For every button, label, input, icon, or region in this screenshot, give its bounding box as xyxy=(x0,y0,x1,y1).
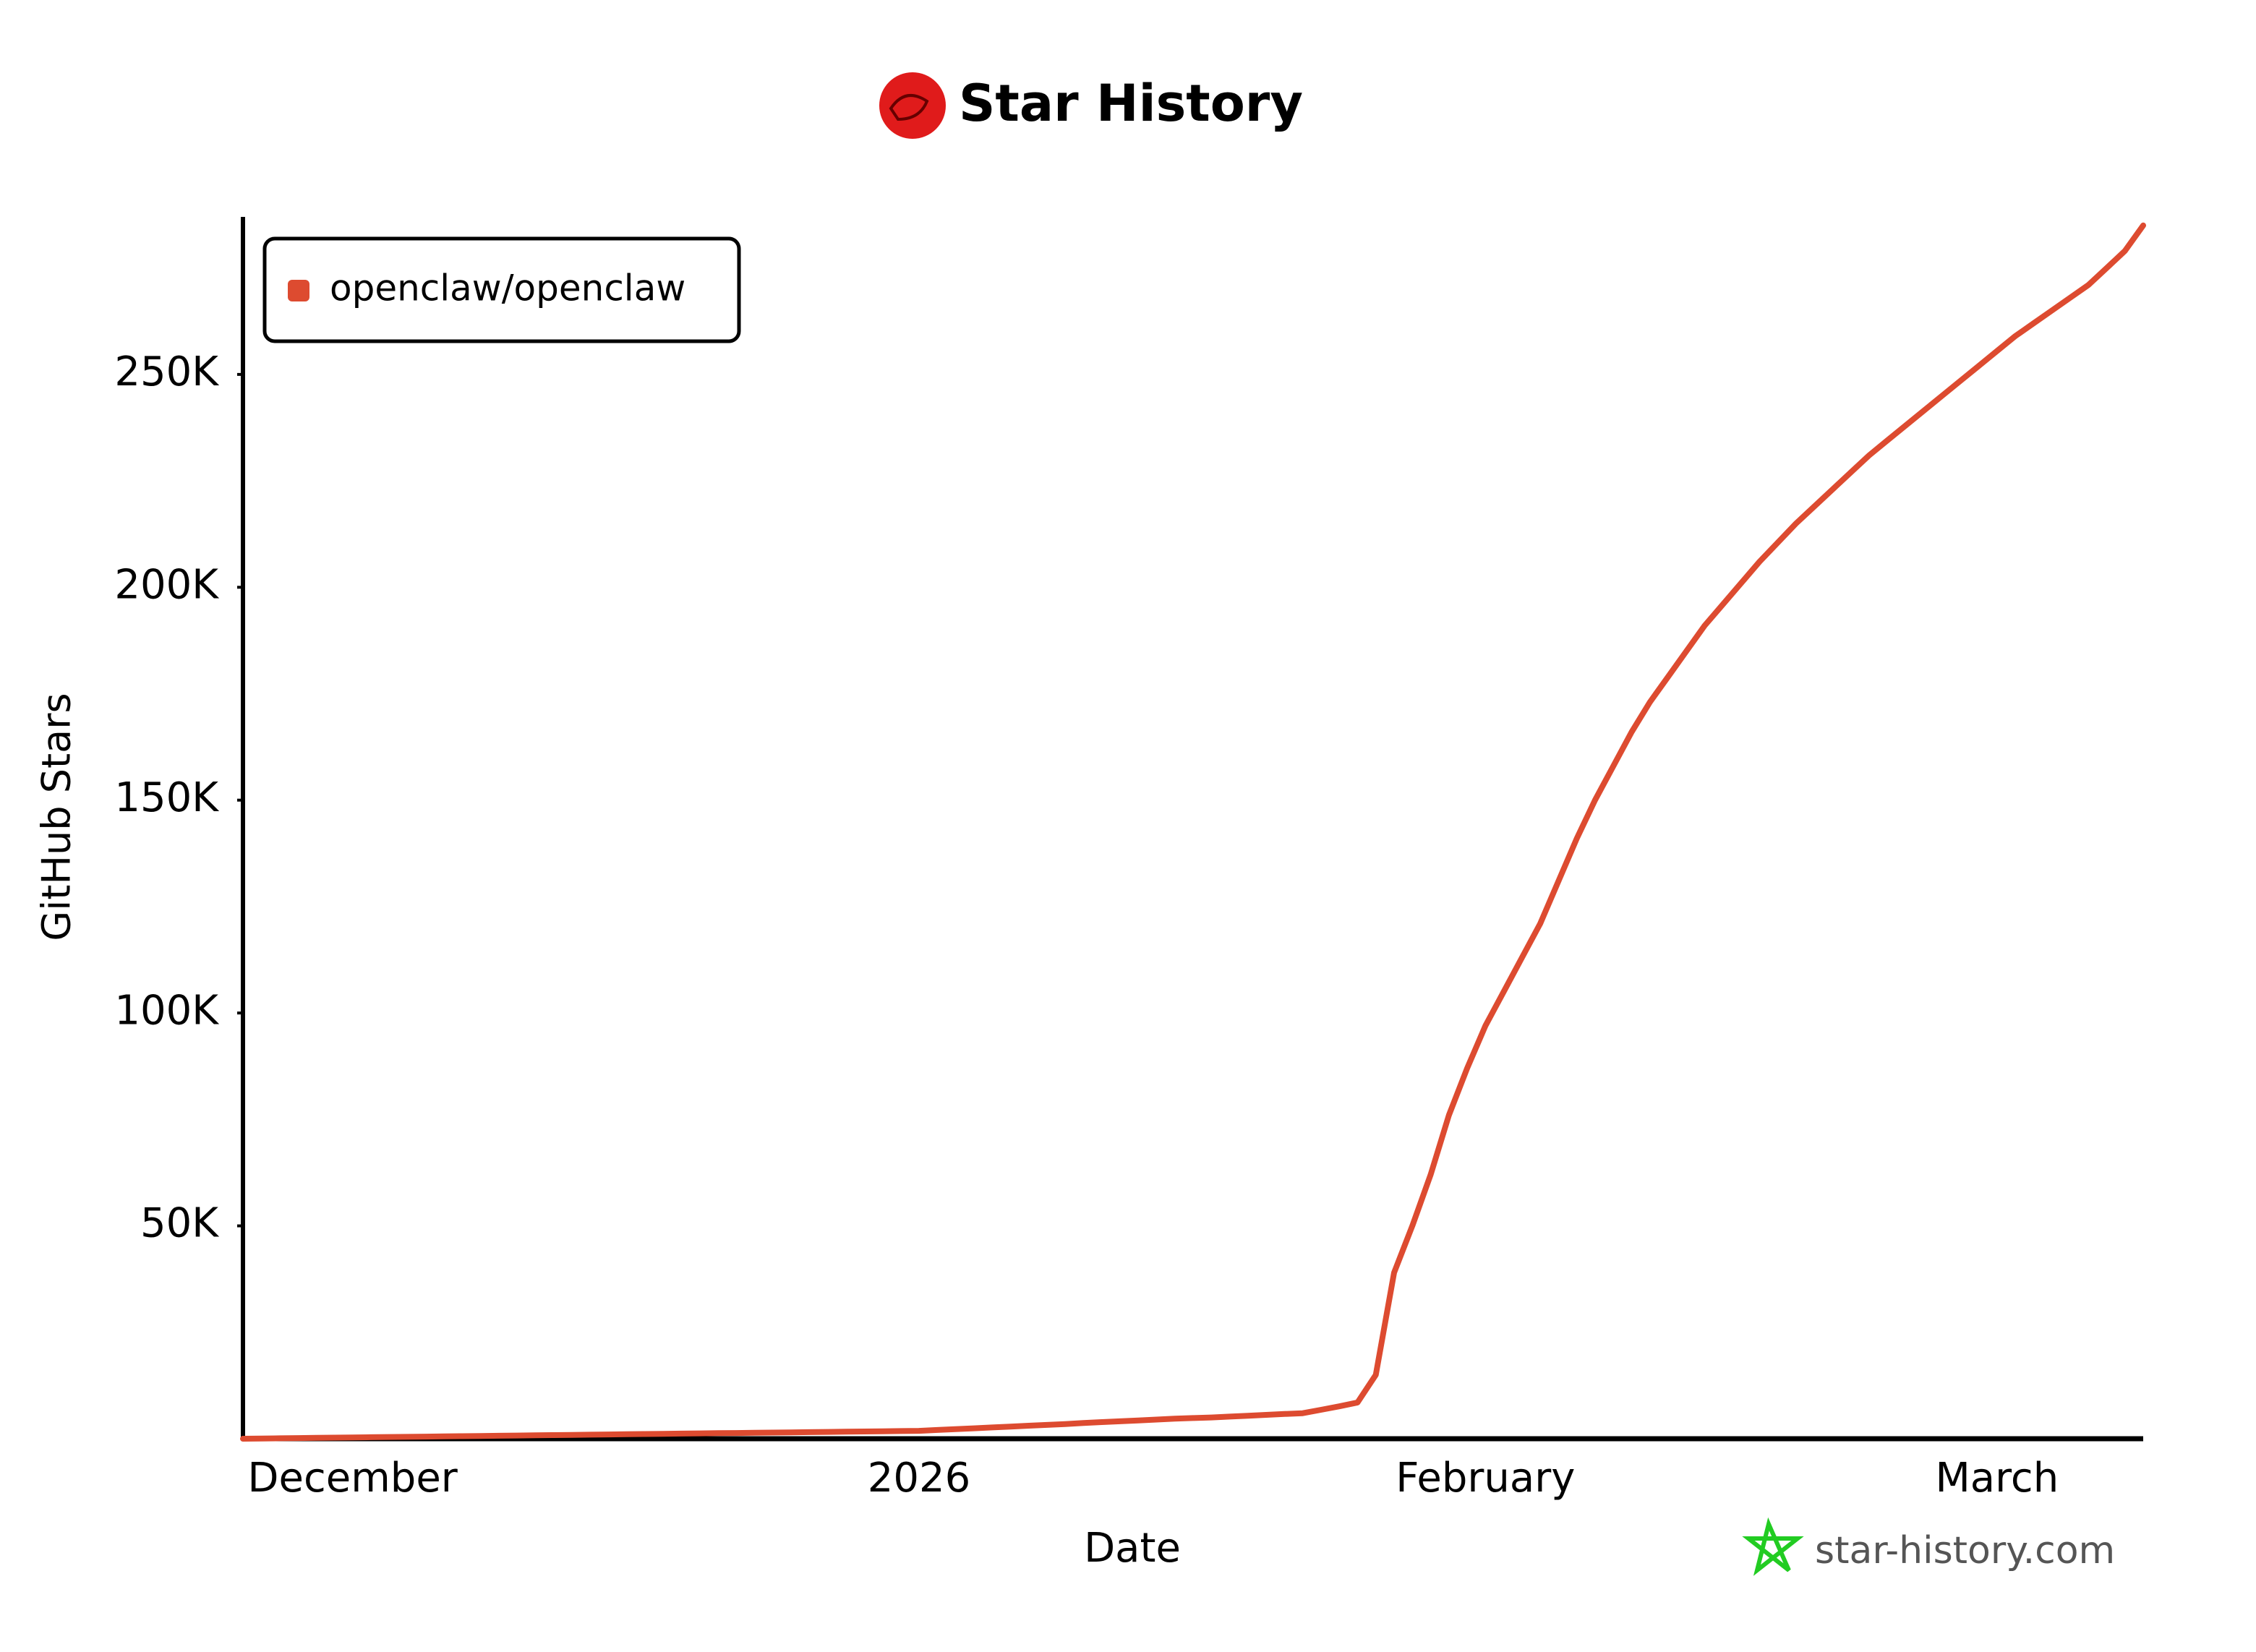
legend-swatch xyxy=(288,280,309,301)
x-tick-label: 2026 xyxy=(868,1455,971,1502)
x-tick-label: December xyxy=(247,1455,458,1502)
y-tick-label: 50K xyxy=(140,1200,219,1247)
y-tick-label: 100K xyxy=(114,987,219,1034)
y-axis-title: GitHub Stars xyxy=(34,693,80,941)
legend-box xyxy=(262,236,741,343)
chart-title: Star History xyxy=(959,74,1303,133)
watermark-text: star-history.com xyxy=(1815,1529,2115,1572)
logo xyxy=(879,72,946,139)
legend: openclaw/openclaw xyxy=(262,236,741,343)
y-tick-label: 200K xyxy=(114,561,219,608)
y-tick-label: 150K xyxy=(114,774,219,821)
line xyxy=(240,222,2146,1442)
watermark: star-history.com xyxy=(1742,1517,2115,1576)
x-tick-label: March xyxy=(1935,1455,2059,1502)
x-tick-label: February xyxy=(1396,1455,1575,1502)
x-axis-title: Date xyxy=(1084,1525,1181,1572)
watermark-icon xyxy=(1742,1517,1804,1576)
logo-claw xyxy=(889,94,929,121)
y-tick-label: 250K xyxy=(114,348,219,395)
legend-label: openclaw/openclaw xyxy=(330,268,685,309)
